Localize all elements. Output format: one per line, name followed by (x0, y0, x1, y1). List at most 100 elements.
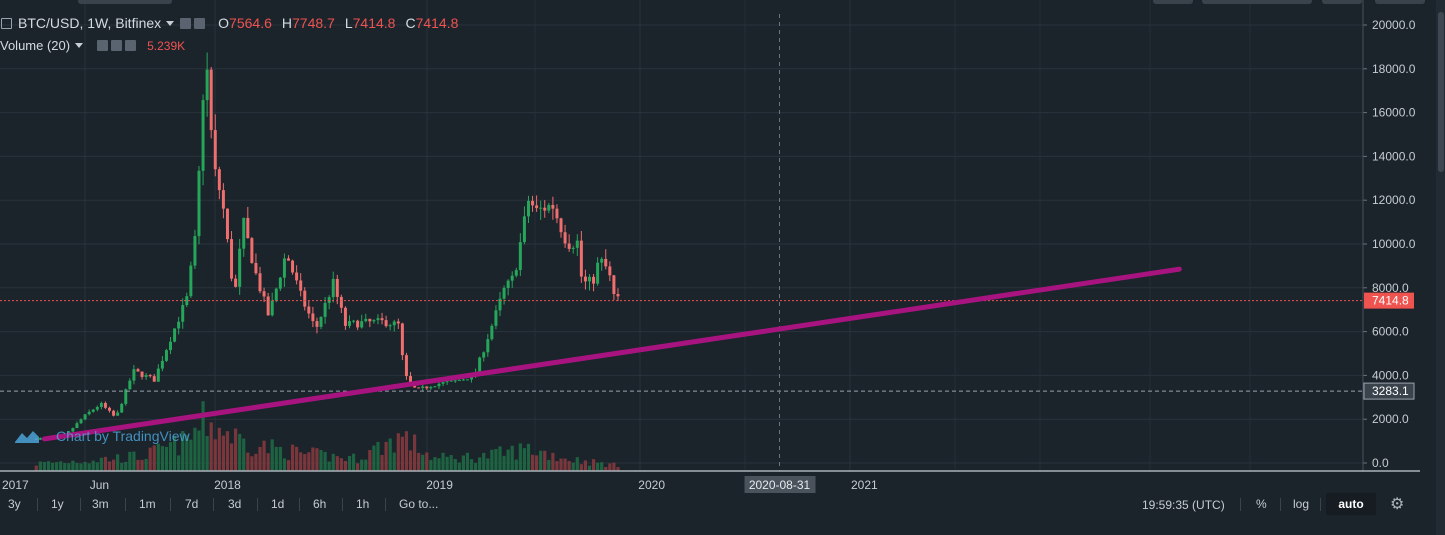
collapse-icon[interactable] (1, 17, 12, 29)
candle-body (498, 298, 502, 311)
candle-body (230, 239, 234, 279)
volume-bar (555, 461, 559, 471)
range-1y-button[interactable]: 1y (51, 497, 64, 511)
volume-bar (482, 452, 486, 471)
candle-body (608, 266, 612, 276)
top-tab-stub[interactable] (1153, 0, 1193, 4)
volume-bar (339, 458, 343, 471)
volume-bar (539, 450, 543, 471)
range-6h-button[interactable]: 6h (313, 497, 327, 511)
candle-body (282, 258, 286, 278)
page-scrollbar[interactable] (1436, 0, 1445, 535)
volume-bar (217, 427, 221, 471)
range-3m-button[interactable]: 3m (92, 497, 109, 511)
y-tick-label: 4000.0 (1372, 368, 1409, 382)
candle-body (156, 368, 160, 382)
candle-body (417, 387, 421, 389)
volume-bar (591, 459, 596, 471)
divider (37, 498, 38, 511)
volume-bar (417, 452, 421, 471)
settings-icon[interactable] (194, 17, 206, 29)
volume-bar (95, 462, 99, 471)
candle-body (356, 320, 360, 328)
volume-bar (164, 446, 169, 471)
chevron-down-icon[interactable] (75, 43, 84, 48)
volume-bar (445, 456, 449, 471)
candle-body (522, 216, 526, 243)
range-1m-button[interactable]: 1m (139, 497, 156, 511)
eye-icon[interactable] (180, 17, 192, 29)
range-1h-button[interactable]: 1h (356, 497, 370, 511)
candle-body (339, 296, 343, 308)
symbol-title[interactable]: BTC/USD, 1W, Bitfinex (18, 15, 162, 31)
volume-bar (120, 462, 124, 471)
percent-toggle[interactable]: % (1256, 497, 1267, 511)
candle-body (352, 320, 356, 322)
top-tab-stub[interactable] (1202, 0, 1312, 4)
candle-body (38, 438, 42, 440)
utc-clock[interactable]: 19:59:35 (UTC) (1142, 498, 1225, 512)
high-value: 7748.7 (292, 15, 335, 31)
cursor-date-badge (744, 476, 816, 493)
range-3d-button[interactable]: 3d (228, 497, 242, 511)
eye-icon[interactable] (97, 40, 109, 51)
volume-bar (449, 455, 453, 471)
candle-body (185, 296, 189, 306)
top-tab-stub[interactable] (78, 0, 172, 4)
range-3y-button[interactable]: 3y (8, 497, 21, 511)
range-1d-button[interactable]: 1d (271, 497, 285, 511)
candle-body (140, 371, 144, 377)
candle-body (596, 262, 600, 284)
volume-bar (510, 445, 514, 471)
volume-bar (530, 454, 535, 471)
open-label: O (218, 15, 230, 31)
volume-bar (376, 441, 380, 471)
volume-bar (490, 449, 494, 471)
volume-bar (140, 459, 144, 471)
y-tick-label: 14000.0 (1372, 149, 1416, 163)
volume-bar (514, 459, 518, 471)
volume-bar (559, 458, 563, 471)
scrollbar-thumb[interactable] (1438, 12, 1444, 172)
volume-bar (111, 459, 116, 471)
candle-body (400, 323, 404, 356)
volume-title[interactable]: Volume (20) (0, 38, 71, 53)
candle-body (465, 379, 469, 381)
volume-bar (396, 433, 400, 471)
candle-body (461, 379, 465, 381)
auto-toggle[interactable]: auto (1326, 493, 1376, 515)
close-icon[interactable] (125, 40, 137, 51)
go-to-button[interactable]: Go to... (399, 497, 439, 511)
candle-body (112, 410, 116, 416)
volume-bar (42, 462, 47, 471)
top-tab-stub[interactable] (1322, 0, 1362, 4)
candle-body (103, 402, 107, 408)
top-tab-stub[interactable] (1375, 0, 1425, 4)
gear-icon[interactable]: ⚙ (1390, 496, 1405, 513)
trend-line[interactable] (41, 266, 1182, 442)
candle-body (75, 423, 79, 429)
volume-bar (295, 446, 299, 471)
volume-bar (433, 457, 437, 471)
divider (1320, 498, 1321, 511)
candle-body (307, 306, 311, 314)
candle-body (604, 258, 608, 267)
volume-bar (172, 435, 177, 471)
candle-body (254, 262, 258, 274)
chevron-down-icon[interactable] (166, 20, 175, 26)
candle-body (502, 288, 506, 299)
candle-body (124, 389, 128, 404)
divider (1240, 498, 1241, 511)
volume-bar (461, 455, 465, 471)
y-tick-label: 16000.0 (1372, 106, 1416, 120)
volume-bar (34, 465, 38, 471)
candle-body (197, 170, 201, 237)
candle-body (132, 369, 136, 381)
settings-icon[interactable] (111, 40, 123, 51)
volume-bar (335, 456, 339, 471)
candle-body (323, 302, 327, 317)
log-toggle[interactable]: log (1293, 497, 1310, 511)
range-7d-button[interactable]: 7d (185, 497, 199, 511)
watermark-text: Chart by TradingView (56, 428, 190, 444)
